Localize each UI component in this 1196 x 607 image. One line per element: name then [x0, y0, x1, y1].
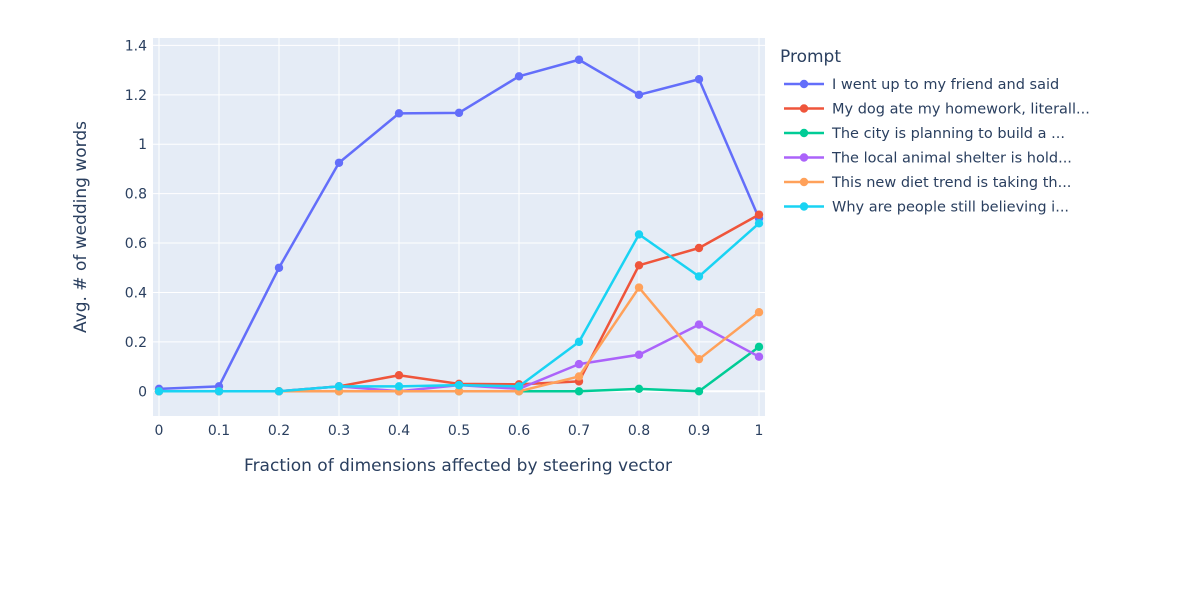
legend-title: Prompt	[780, 47, 841, 67]
x-tick-label: 1	[755, 423, 764, 439]
x-tick-label: 0.2	[268, 423, 290, 439]
x-tick-label: 0	[155, 423, 164, 439]
legend-item[interactable]: This new diet trend is taking th...	[784, 175, 1071, 191]
y-tick-label: 0	[138, 384, 147, 400]
x-tick-label: 0.5	[448, 423, 470, 439]
legend-item[interactable]: Why are people still believing i...	[784, 200, 1069, 216]
x-tick-label: 0.4	[388, 423, 410, 439]
data-point	[694, 75, 704, 84]
legend[interactable]: I went up to my friend and said My dog at…	[784, 77, 1090, 216]
data-point	[574, 337, 584, 347]
data-point	[754, 352, 764, 361]
series-6	[154, 219, 764, 396]
data-point	[454, 387, 464, 396]
data-point	[634, 261, 644, 270]
data-point	[334, 382, 344, 391]
legend-label: I went up to my friend and said	[832, 77, 1059, 93]
data-point	[514, 382, 524, 391]
data-point	[754, 219, 764, 228]
data-point	[574, 359, 584, 369]
legend-item[interactable]: I went up to my friend and said	[784, 77, 1059, 93]
data-point	[154, 387, 164, 396]
series-layer	[154, 55, 764, 396]
y-tick-label: 0.8	[125, 187, 147, 203]
data-point	[754, 210, 764, 219]
legend-marker-icon	[799, 79, 809, 89]
legend-item[interactable]: My dog ate my homework, literall...	[784, 102, 1090, 118]
x-axis-label: Fraction of dimensions affected by steer…	[244, 456, 672, 476]
legend-label: Why are people still believing i...	[832, 200, 1069, 216]
x-tick-label: 0.6	[508, 423, 530, 439]
data-point	[274, 263, 284, 272]
x-tick-label: 0.8	[628, 423, 650, 439]
legend-marker-icon	[799, 153, 809, 162]
data-point	[634, 230, 644, 239]
y-tick-label: 0.2	[125, 335, 147, 351]
data-point	[754, 308, 764, 317]
y-tick-label: 1.2	[125, 88, 147, 104]
y-tick-label: 1	[138, 137, 147, 153]
x-tick-label: 0.7	[568, 423, 590, 439]
data-point	[574, 387, 584, 396]
data-point	[694, 243, 704, 253]
y-axis-label: Avg. # of wedding words	[71, 121, 91, 333]
y-tick-label: 0.6	[125, 236, 147, 252]
legend-label: My dog ate my homework, literall...	[832, 102, 1090, 118]
data-point	[694, 354, 704, 364]
data-point	[514, 72, 524, 81]
data-point	[274, 387, 284, 396]
legend-marker-icon	[799, 177, 809, 187]
legend-marker-icon	[799, 202, 809, 211]
y-tick-label: 0.4	[125, 285, 147, 301]
data-point	[634, 350, 644, 359]
data-point	[634, 90, 644, 100]
data-point	[574, 372, 584, 381]
data-point	[694, 387, 704, 396]
legend-label: The local animal shelter is hold...	[831, 151, 1072, 167]
x-tick-label: 0.3	[328, 423, 350, 439]
data-point	[334, 158, 344, 167]
data-point	[454, 380, 464, 390]
data-point	[394, 371, 404, 380]
data-point	[694, 272, 704, 281]
legend-label: The city is planning to build a ...	[831, 126, 1065, 142]
data-point	[754, 342, 764, 352]
legend-item[interactable]: The local animal shelter is hold...	[784, 151, 1072, 167]
data-point	[394, 109, 404, 118]
data-point	[694, 320, 704, 329]
legend-label: This new diet trend is taking th...	[831, 175, 1071, 191]
x-tick-label: 0.9	[688, 423, 710, 439]
data-point	[394, 382, 404, 391]
y-tick-label: 1.4	[125, 38, 147, 54]
data-point	[634, 283, 644, 292]
data-point	[454, 108, 464, 118]
tick-layer: 0 0.1 0.2 0.3 0.4 0.5 0.6 0.7 0.8 0.9 1 0 0.2 0.4 0.6 0…	[125, 38, 764, 439]
legend-marker-icon	[799, 104, 809, 113]
legend-marker-icon	[799, 128, 809, 138]
data-point	[214, 387, 224, 396]
x-tick-label: 0.1	[208, 423, 230, 439]
data-point	[634, 384, 644, 394]
legend-item[interactable]: The city is planning to build a ...	[784, 126, 1065, 142]
data-point	[574, 55, 584, 64]
